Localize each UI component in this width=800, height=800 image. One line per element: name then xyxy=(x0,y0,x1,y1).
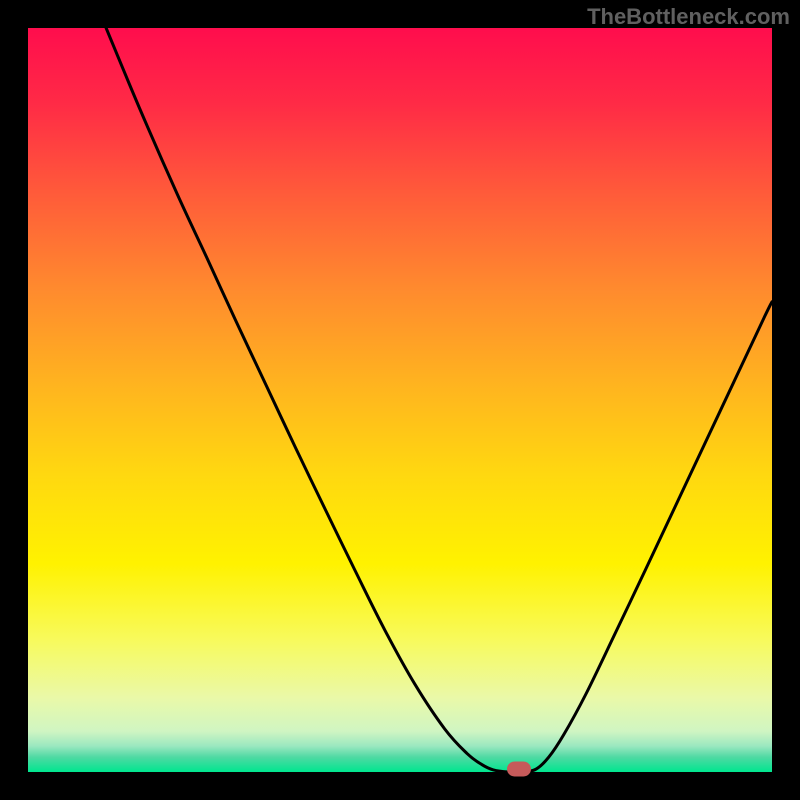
bottleneck-curve xyxy=(28,28,772,772)
plot-area xyxy=(28,28,772,772)
watermark-text: TheBottleneck.com xyxy=(587,4,790,30)
optimal-point-marker xyxy=(507,762,531,777)
